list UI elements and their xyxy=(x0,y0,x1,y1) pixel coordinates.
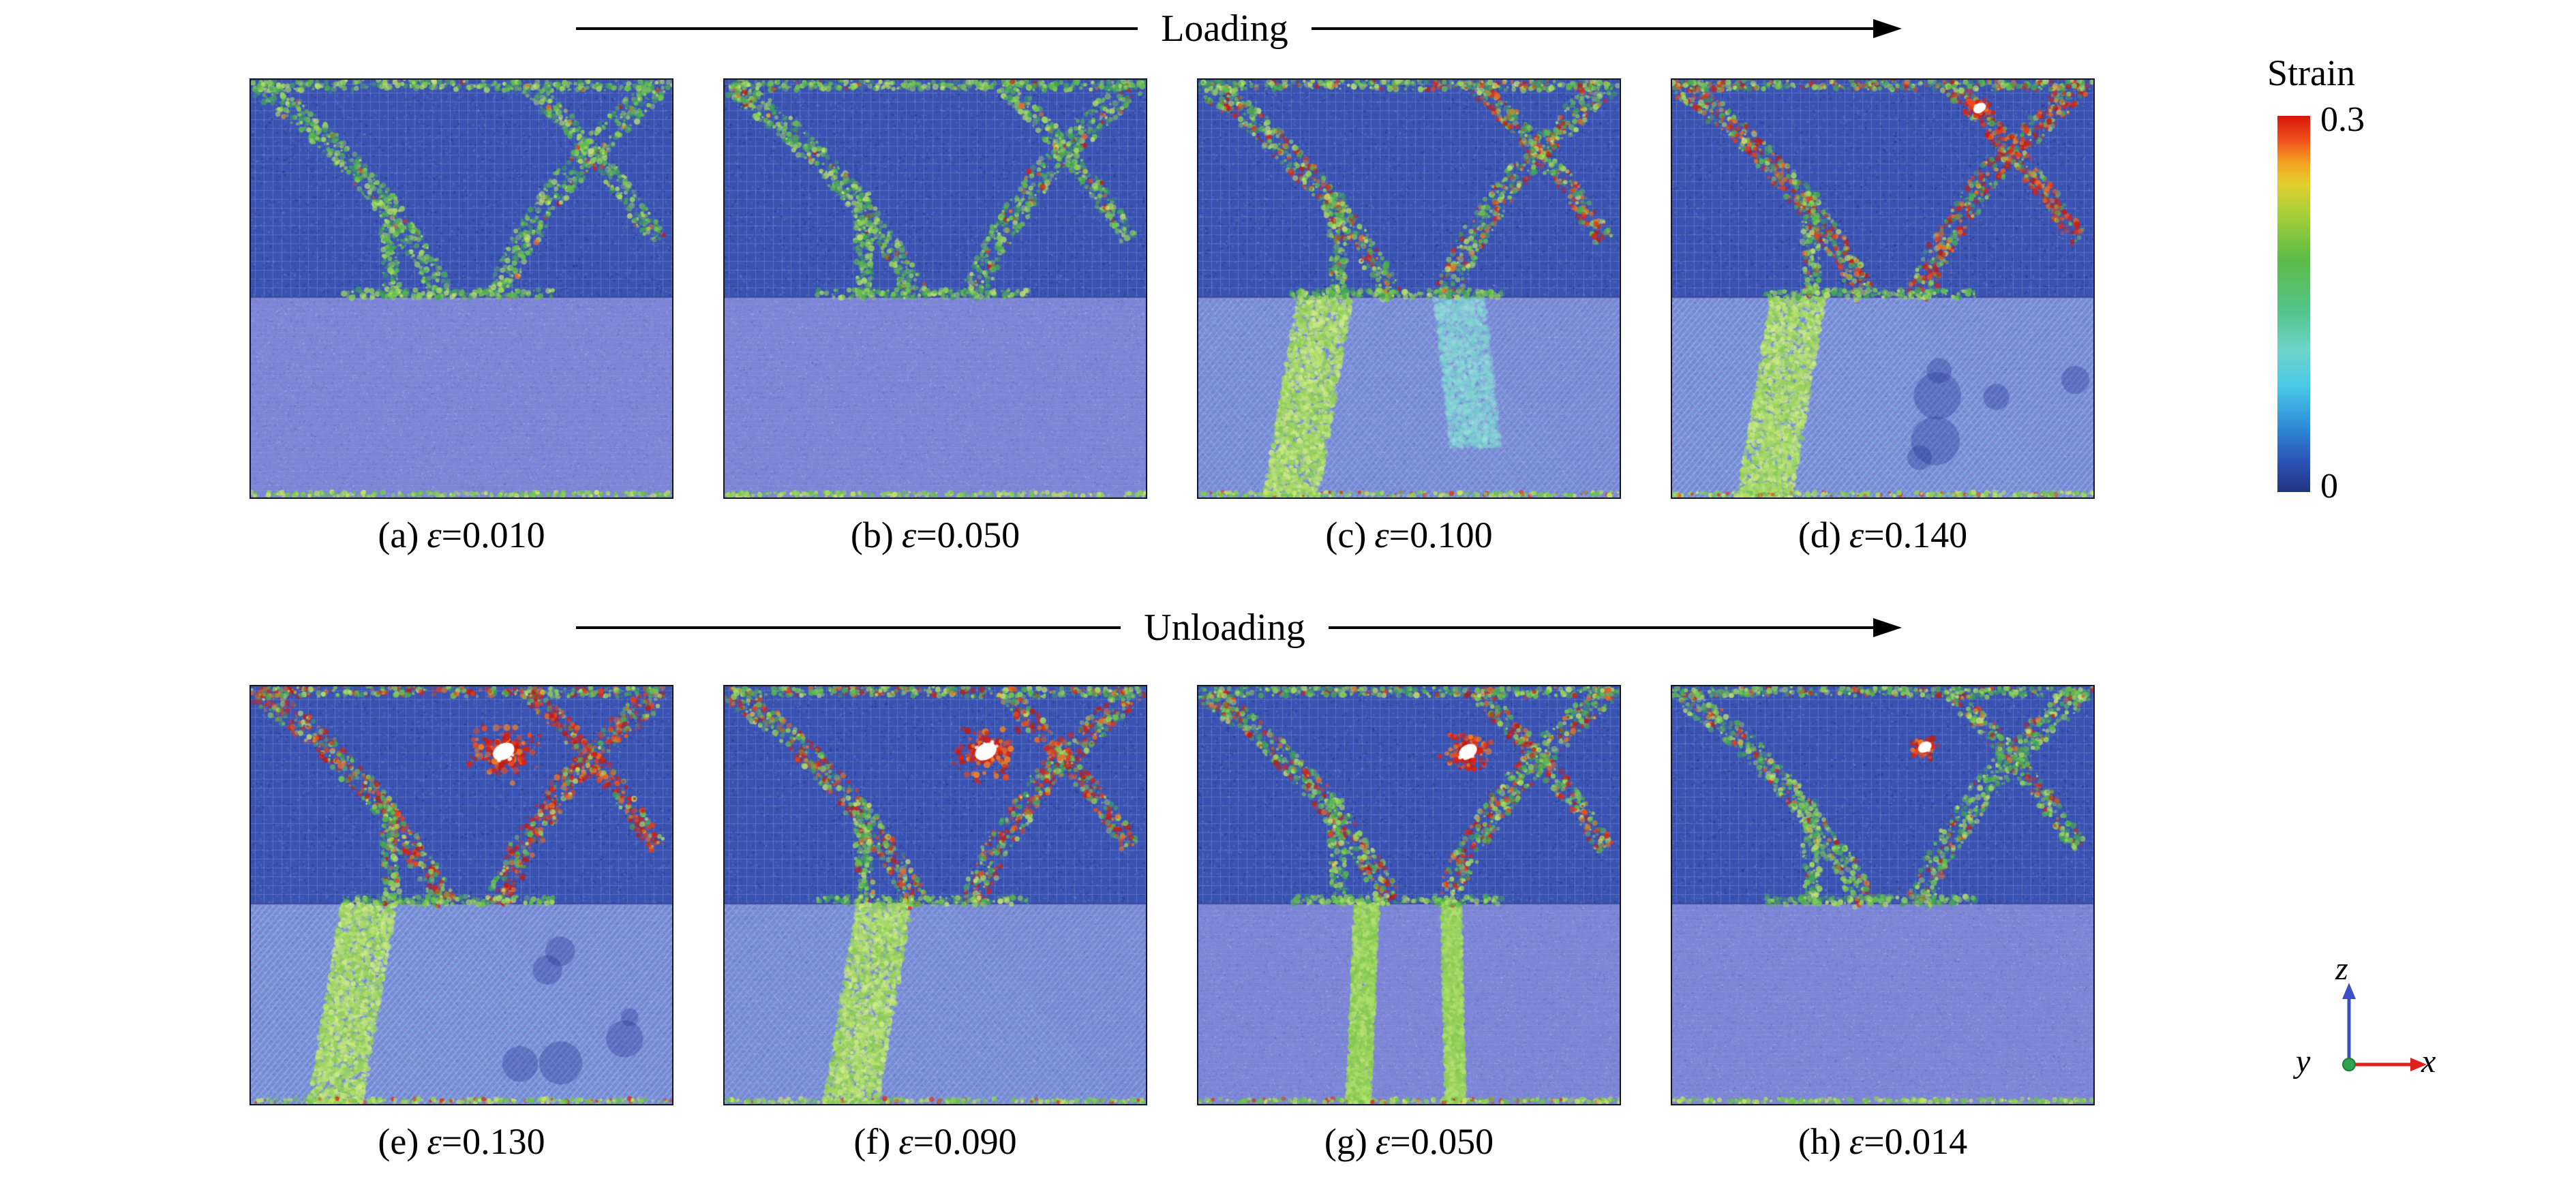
strain-value: =0.050 xyxy=(1390,1121,1494,1162)
panel-label: (f) xyxy=(853,1121,891,1162)
strain-value: =0.010 xyxy=(441,515,545,555)
strain-map-canvas-g xyxy=(1198,686,1620,1104)
epsilon-symbol: ε xyxy=(1849,1121,1864,1162)
colorbar-min-label: 0 xyxy=(2320,467,2338,506)
panel-label: (a) xyxy=(378,515,419,555)
simulation-snapshot-a xyxy=(249,78,673,499)
z-axis-label: z xyxy=(2335,951,2348,987)
strain-value: =0.014 xyxy=(1864,1121,1968,1162)
epsilon-symbol: ε xyxy=(427,515,442,555)
loading-row: (a) ε=0.010 (b) ε=0.050 (c) ε=0.100 (d) ε=0.… xyxy=(249,78,2095,555)
panel-caption-g: (g) ε=0.050 xyxy=(1324,1121,1494,1162)
simulation-snapshot-e xyxy=(249,685,673,1105)
epsilon-symbol: ε xyxy=(901,515,917,555)
strain-value: =0.130 xyxy=(441,1121,545,1162)
simulation-snapshot-g xyxy=(1197,685,1621,1105)
simulation-snapshot-b xyxy=(723,78,1147,499)
strain-map-canvas-e xyxy=(251,686,672,1104)
colorbar-max-label: 0.3 xyxy=(2320,100,2365,139)
y-axis-label: y xyxy=(2296,1043,2311,1080)
epsilon-symbol: ε xyxy=(1375,1121,1391,1162)
epsilon-symbol: ε xyxy=(1849,515,1864,555)
coordinate-axes: z x y xyxy=(2294,953,2444,1105)
simulation-snapshot-d xyxy=(1671,78,2095,499)
unloading-arrow: Unloading xyxy=(576,607,1903,649)
panel-f: (f) ε=0.090 xyxy=(723,685,1147,1162)
unloading-label: Unloading xyxy=(1144,607,1305,649)
epsilon-symbol: ε xyxy=(898,1121,913,1162)
strain-value: =0.090 xyxy=(913,1121,1017,1162)
panel-label: (e) xyxy=(378,1121,419,1162)
panel-label: (h) xyxy=(1798,1121,1841,1162)
panel-d: (d) ε=0.140 xyxy=(1671,78,2095,555)
strain-map-canvas-c xyxy=(1198,80,1620,497)
strain-map-canvas-a xyxy=(251,80,672,497)
panel-caption-d: (d) ε=0.140 xyxy=(1798,515,1967,555)
panel-caption-f: (f) ε=0.090 xyxy=(853,1121,1017,1162)
simulation-snapshot-c xyxy=(1197,78,1621,499)
strain-map-canvas-d xyxy=(1672,80,2093,497)
panel-g: (g) ε=0.050 xyxy=(1197,685,1621,1162)
panel-caption-c: (c) ε=0.100 xyxy=(1325,515,1492,555)
strain-value: =0.050 xyxy=(916,515,1020,555)
arrow-head-icon xyxy=(1873,19,1902,38)
strain-map-canvas-f xyxy=(725,686,1146,1104)
strain-map-canvas-h xyxy=(1672,686,2093,1104)
epsilon-symbol: ε xyxy=(427,1121,442,1162)
loading-label: Loading xyxy=(1161,7,1288,50)
arrow-line-left xyxy=(576,27,1138,30)
arrow-line-left xyxy=(576,626,1121,629)
epsilon-symbol: ε xyxy=(1374,515,1389,555)
panel-label: (d) xyxy=(1798,515,1841,555)
strain-value: =0.140 xyxy=(1864,515,1968,555)
arrow-line-right xyxy=(1311,27,1873,30)
simulation-snapshot-h xyxy=(1671,685,2095,1105)
panel-caption-b: (b) ε=0.050 xyxy=(851,515,1020,555)
strain-value: =0.100 xyxy=(1389,515,1493,555)
panel-label: (g) xyxy=(1324,1121,1367,1162)
strain-colorbar xyxy=(2277,116,2310,492)
panel-a: (a) ε=0.010 xyxy=(249,78,673,555)
panel-c: (c) ε=0.100 xyxy=(1197,78,1621,555)
panel-label: (b) xyxy=(850,515,894,555)
panel-h: (h) ε=0.014 xyxy=(1671,685,2095,1162)
panel-label: (c) xyxy=(1325,515,1367,555)
x-axis-label: x xyxy=(2421,1043,2436,1080)
loading-arrow: Loading xyxy=(576,10,1902,48)
unloading-row: (e) ε=0.130 (f) ε=0.090 (g) ε=0.050 (h) ε=0.… xyxy=(249,685,2095,1162)
panel-caption-a: (a) ε=0.010 xyxy=(378,515,545,555)
panel-e: (e) ε=0.130 xyxy=(249,685,673,1162)
axes-arrows-icon xyxy=(2342,983,2427,1071)
colorbar-title: Strain xyxy=(2267,52,2355,93)
panel-b: (b) ε=0.050 xyxy=(723,78,1147,555)
strain-map-canvas-b xyxy=(725,80,1146,497)
arrow-line-right xyxy=(1328,626,1874,629)
panel-caption-h: (h) ε=0.014 xyxy=(1798,1121,1968,1162)
simulation-snapshot-f xyxy=(723,685,1147,1105)
arrow-head-icon xyxy=(1873,618,1903,637)
panel-caption-e: (e) ε=0.130 xyxy=(378,1121,545,1162)
